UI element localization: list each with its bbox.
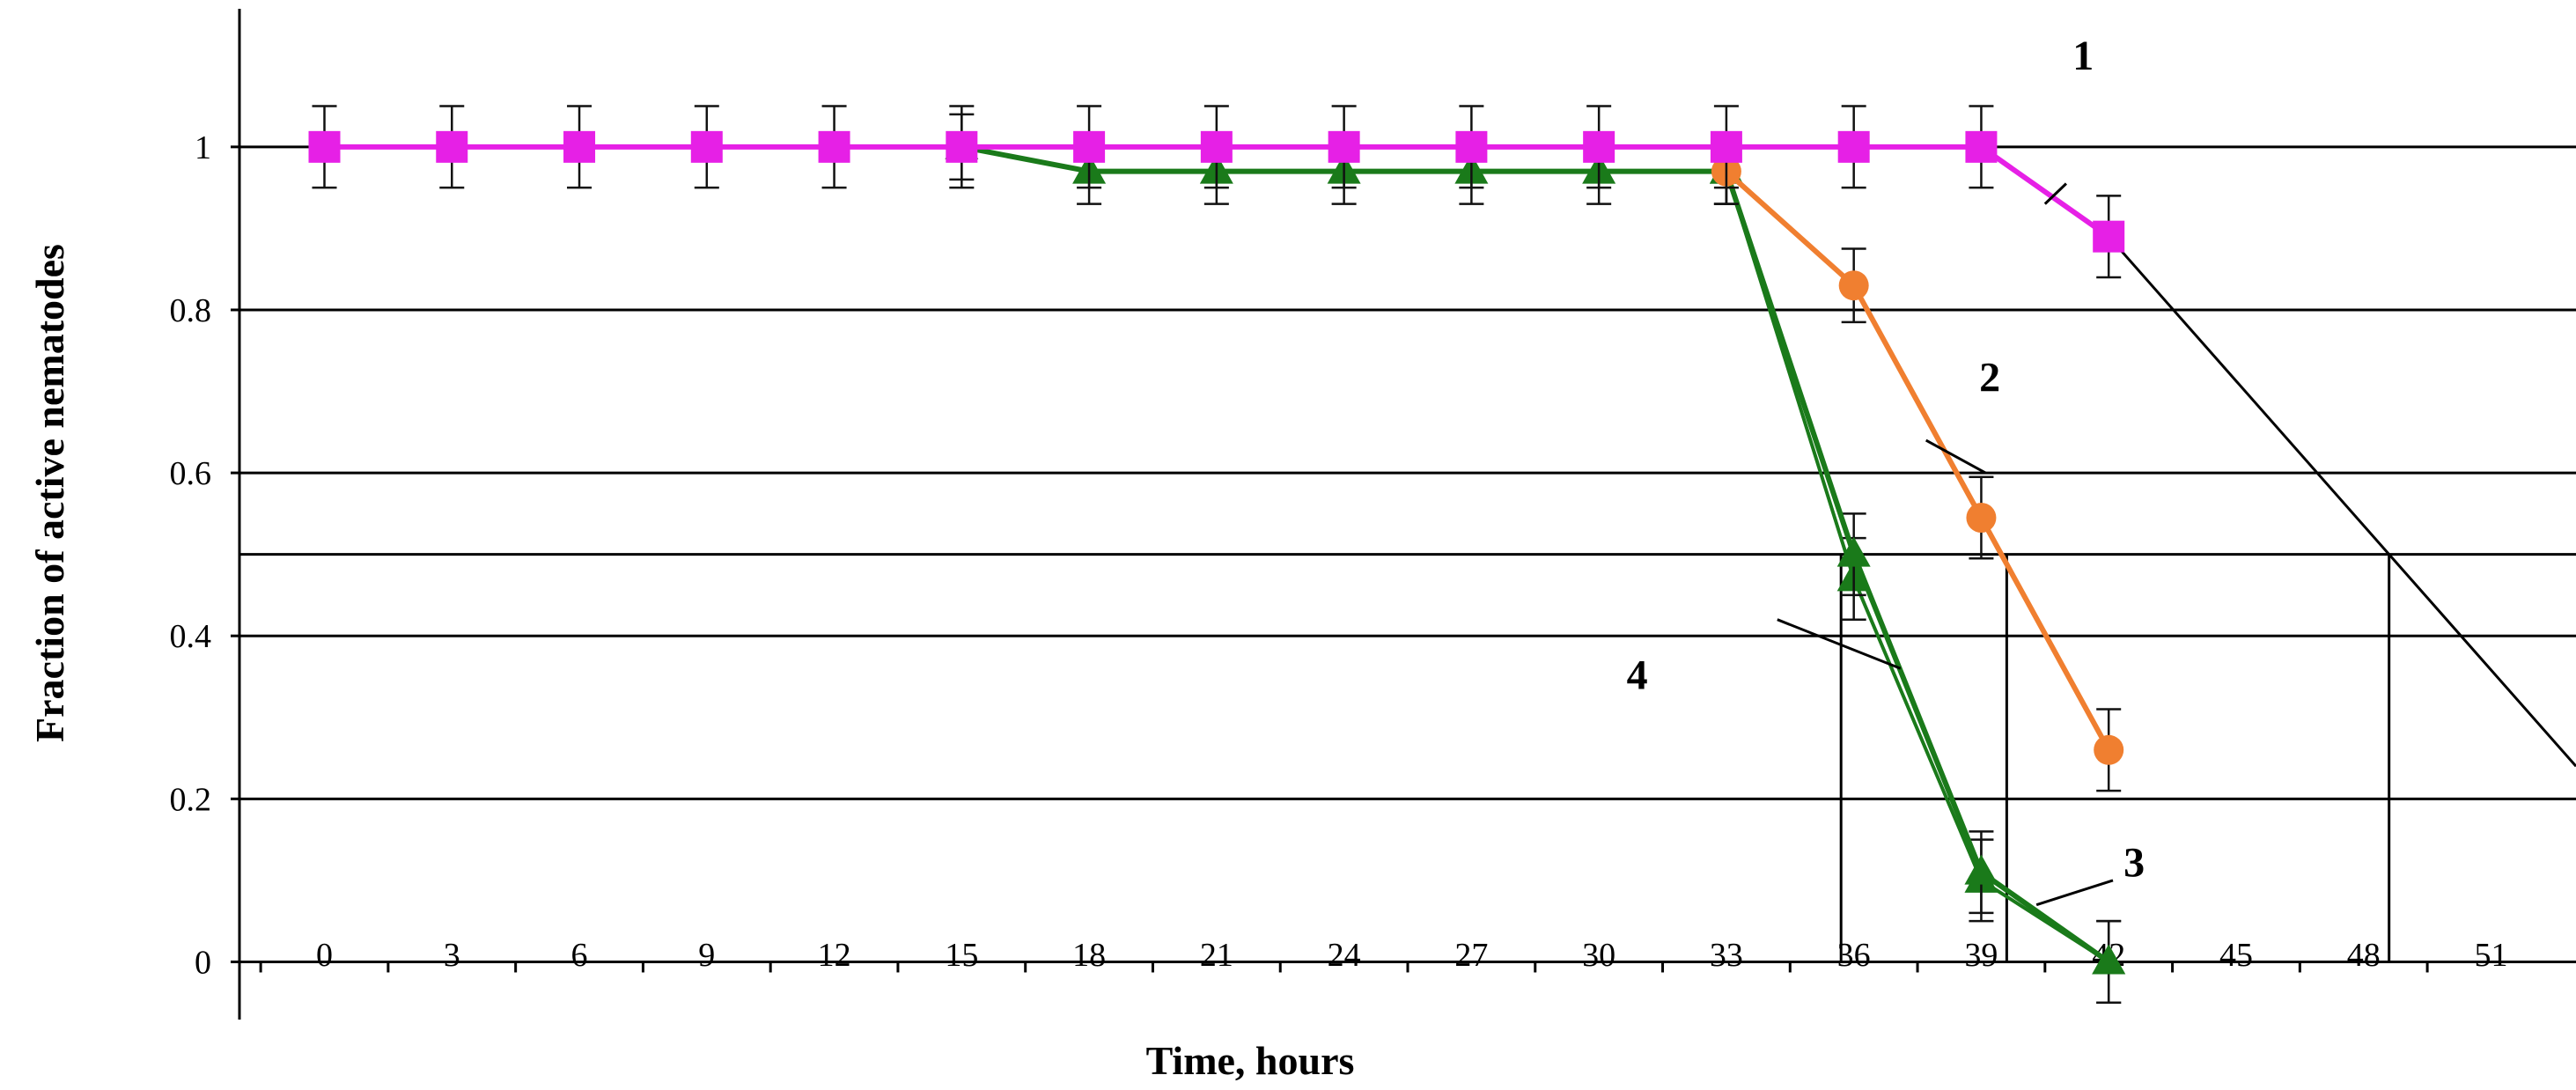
data-point: [1964, 854, 1998, 885]
data-point: [563, 130, 596, 163]
annotation-pointer-1: [2043, 182, 2067, 205]
data-point: [690, 130, 723, 163]
series-line-3: [960, 144, 2110, 964]
x-tick-label: 24: [1328, 937, 1361, 974]
data-point: [1836, 536, 1871, 567]
data-point: [818, 130, 850, 163]
x-tick-label: 9: [698, 937, 715, 974]
gridlines: [239, 145, 2576, 800]
curve-label-2: 2: [1979, 355, 2000, 401]
x-tick-label: 21: [1200, 937, 1233, 974]
x-tick-label: 33: [1710, 937, 1743, 974]
y-tick-label: 0: [195, 944, 211, 981]
x-tick-label: 36: [1837, 937, 1871, 974]
data-point: [1838, 270, 1869, 301]
curve-annotations: 1 2 3 4: [1627, 33, 2145, 907]
series-line-2: [1724, 169, 2111, 752]
extrapolation-line: [2108, 235, 2576, 768]
x-tick-label: 0: [316, 937, 333, 974]
curve-label-4: 4: [1627, 652, 1648, 698]
x-tick-label: 48: [2347, 937, 2381, 974]
x-tick-label: 51: [2474, 937, 2507, 974]
y-tick-label: 1: [195, 129, 211, 166]
x-tick-label: 45: [2219, 937, 2253, 974]
data-point: [1455, 130, 1488, 163]
x-tick-label: 27: [1454, 937, 1488, 974]
y-tick-label: 0.2: [170, 781, 212, 818]
half-time-reference-lines: [1839, 235, 2576, 962]
data-point: [2094, 734, 2124, 765]
data-series: [308, 105, 2126, 1004]
x-tick-label: 39: [1964, 937, 1998, 974]
data-point: [2092, 944, 2126, 975]
data-point: [2093, 220, 2125, 253]
x-tick-label: 12: [818, 937, 851, 974]
data-point: [308, 130, 341, 163]
axes: 00.20.40.60.8103691215182124273033363942…: [170, 9, 2576, 1020]
x-axis-title: Time, hours: [1146, 1038, 1355, 1083]
data-point: [1328, 130, 1360, 163]
x-tick-label: 18: [1072, 937, 1106, 974]
annotation-pointer-4: [1777, 618, 1902, 670]
data-point: [1837, 130, 1870, 163]
x-tick-label: 3: [444, 937, 460, 974]
curve-label-1: 1: [2072, 33, 2094, 79]
curve-label-3: 3: [2123, 839, 2145, 886]
annotation-pointer-3: [2035, 879, 2114, 907]
data-point: [436, 130, 468, 163]
x-tick-label: 6: [571, 937, 588, 974]
data-point: [1710, 130, 1742, 163]
data-point: [946, 130, 978, 163]
data-point: [1200, 130, 1233, 163]
data-point: [1583, 130, 1616, 163]
y-axis-title: Fraction of active nematodes: [27, 244, 72, 742]
data-point: [1073, 130, 1106, 163]
data-point: [1966, 503, 1997, 533]
series-line-4: [1725, 171, 2110, 964]
y-tick-label: 0.6: [170, 455, 212, 492]
annotation-pointer-2: [1925, 438, 1986, 475]
x-tick-label: 15: [945, 937, 978, 974]
x-tick-label: 30: [1582, 937, 1616, 974]
y-tick-label: 0.4: [170, 618, 212, 655]
y-tick-label: 0.8: [170, 292, 212, 329]
data-point: [1965, 130, 1998, 163]
